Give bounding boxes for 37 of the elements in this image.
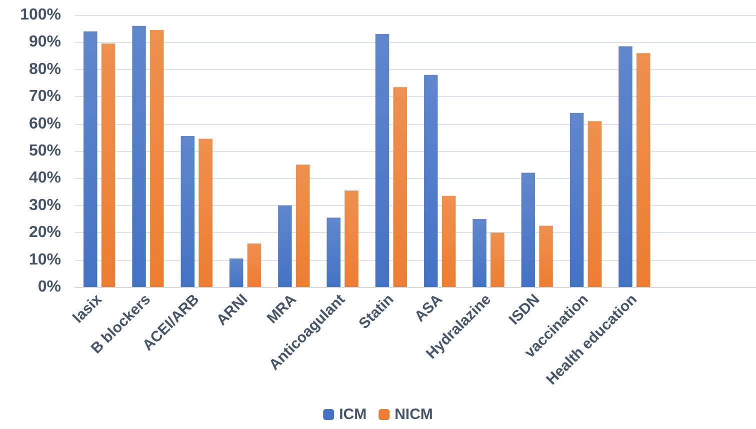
y-tick-label: 90% [28, 34, 61, 51]
bar [326, 218, 340, 287]
bar [588, 121, 602, 287]
legend-label: ICM [339, 406, 367, 423]
y-tick-label: 0% [38, 278, 61, 296]
bar [84, 31, 98, 287]
bar [278, 205, 292, 287]
bar [132, 26, 146, 287]
bar [101, 44, 116, 287]
bar [296, 164, 310, 287]
bar [521, 172, 536, 287]
y-tick-label: 100% [20, 6, 61, 24]
y-tick-label: 80% [28, 60, 61, 78]
bar [570, 112, 584, 287]
y-tick-label: 70% [28, 88, 61, 106]
bar [442, 196, 456, 287]
legend-label: NICM [394, 406, 433, 423]
bar [539, 226, 553, 287]
bar [344, 190, 358, 287]
bar [636, 53, 650, 287]
y-tick-label: 50% [28, 142, 61, 160]
y-tick-label: 60% [28, 115, 61, 132]
y-tick-label: 10% [28, 251, 61, 268]
bar [375, 34, 390, 287]
bar [180, 136, 195, 287]
bar [229, 258, 244, 287]
y-tick-label: 30% [28, 196, 61, 214]
bar [198, 138, 212, 287]
bar [424, 74, 438, 287]
bar [247, 243, 262, 287]
bar [472, 219, 486, 287]
bar [490, 232, 504, 287]
y-tick-label: 40% [28, 170, 61, 187]
y-tick-label: 20% [28, 224, 61, 242]
bar [618, 46, 632, 287]
bar [150, 30, 164, 287]
bar [393, 87, 407, 287]
